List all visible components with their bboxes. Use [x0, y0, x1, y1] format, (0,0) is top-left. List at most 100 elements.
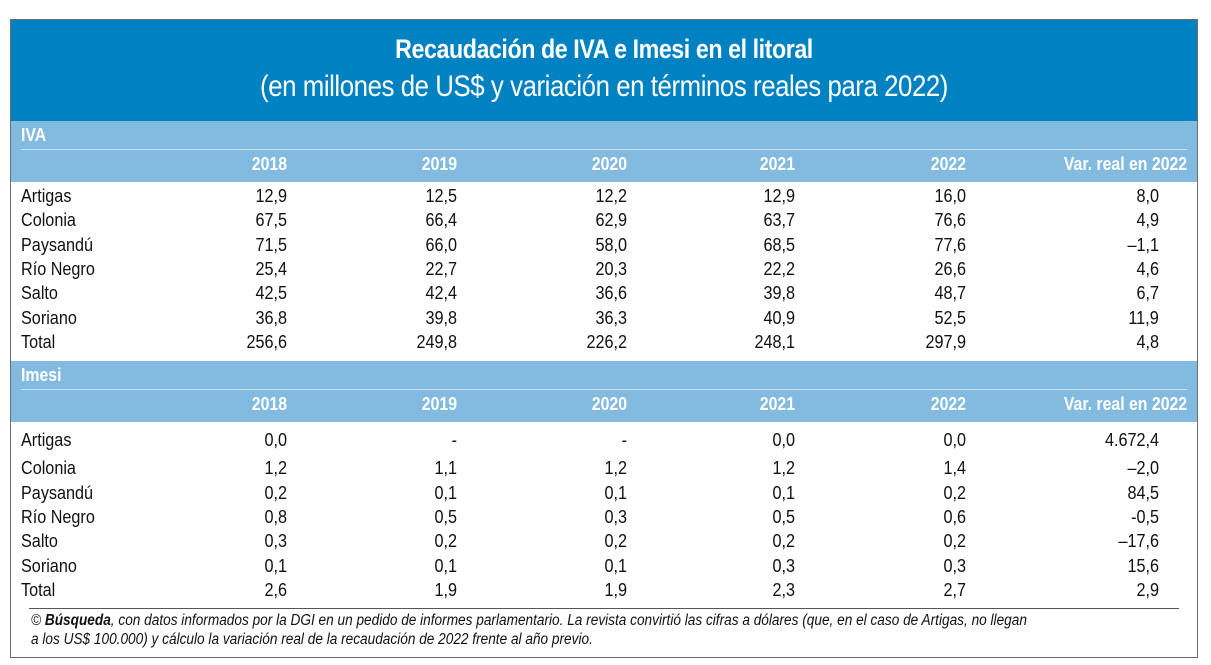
value-cell: 249,8 — [416, 331, 457, 352]
column-header: Var. real en 2022 — [1063, 394, 1187, 414]
value-cell: 39,8 — [425, 307, 457, 328]
section-header-iva: IVA 2018 2019 2020 2021 2022 Var. real en 2022 — [11, 121, 1197, 182]
copyright-symbol: © — [31, 612, 42, 629]
table-row: Artigas 12,9 12,5 12,2 12,9 16,0 8,0 — [11, 186, 1197, 210]
value-cell: 4,6 — [1136, 258, 1159, 279]
value-cell: 0,3 — [604, 506, 627, 527]
value-cell: 256,6 — [246, 331, 287, 352]
value-cell: 0,1 — [434, 482, 457, 503]
value-cell: 0,2 — [943, 482, 966, 503]
value-cell: 6,7 — [1136, 283, 1159, 304]
value-cell: 1,9 — [434, 579, 457, 600]
column-header: 2022 — [930, 394, 966, 414]
value-cell: 36,3 — [595, 307, 627, 328]
value-cell: 1,2 — [264, 458, 287, 479]
column-header: 2021 — [759, 394, 795, 414]
value-cell: 0,0 — [943, 430, 966, 450]
value-cell: 42,4 — [425, 283, 457, 304]
value-cell: 0,1 — [772, 482, 795, 503]
value-cell: 16,0 — [934, 186, 966, 206]
value-cell: –17,6 — [1118, 531, 1159, 552]
value-cell: 1,2 — [772, 458, 795, 479]
row-label: Total — [21, 579, 56, 600]
row-label: Paysandú — [21, 482, 94, 503]
value-cell: 4,8 — [1136, 331, 1159, 352]
value-cell: 0,3 — [943, 555, 966, 576]
value-cell: 0,2 — [772, 531, 795, 552]
value-cell: 52,5 — [934, 307, 966, 328]
value-cell: 48,7 — [934, 283, 966, 304]
row-label: Artigas — [21, 430, 72, 450]
value-cell: 297,9 — [925, 331, 966, 352]
value-cell: 1,2 — [604, 458, 627, 479]
value-cell: 248,1 — [754, 331, 795, 352]
value-cell: 58,0 — [595, 234, 627, 255]
bottom-rule — [29, 608, 1179, 609]
row-label: Paysandú — [21, 234, 94, 255]
column-header: 2018 — [251, 394, 287, 414]
value-cell: 66,4 — [425, 210, 457, 231]
value-cell: 2,7 — [943, 579, 966, 600]
section-header-imesi: Imesi 2018 2019 2020 2021 2022 Var. real en 20… — [11, 361, 1197, 422]
table-title: Recaudación de IVA e Imesi en el litoral — [395, 34, 813, 64]
source-name: Búsqueda — [44, 612, 111, 629]
row-label: Soriano — [21, 307, 77, 328]
value-cell: 4,9 — [1136, 210, 1159, 231]
table-frame: Recaudación de IVA e Imesi en el litoral… — [10, 19, 1198, 658]
section-rule — [21, 149, 1187, 150]
column-header: 2019 — [421, 394, 457, 414]
column-header: Var. real en 2022 — [1063, 154, 1187, 174]
value-cell: –2,0 — [1127, 458, 1159, 479]
value-cell: 2,3 — [772, 579, 795, 600]
value-cell: 1,9 — [604, 579, 627, 600]
row-label: Colonia — [21, 458, 76, 479]
value-cell: 76,6 — [934, 210, 966, 231]
value-cell: 12,5 — [425, 186, 457, 206]
value-cell: 0,6 — [943, 506, 966, 527]
value-cell: 12,2 — [595, 186, 627, 206]
table-row: Soriano 36,8 39,8 36,3 40,9 52,5 11,9 — [11, 308, 1197, 332]
value-cell: 1,4 — [943, 458, 966, 479]
value-cell: 0,2 — [943, 531, 966, 552]
row-label: Salto — [21, 531, 58, 552]
value-cell: 0,1 — [264, 555, 287, 576]
value-cell: 15,6 — [1127, 555, 1159, 576]
value-cell: –1,1 — [1127, 234, 1159, 255]
value-cell: 0,2 — [264, 482, 287, 503]
table-row: Artigas 0,0 - - 0,0 0,0 4.672,4 — [11, 430, 1197, 454]
table-row: Salto 0,3 0,2 0,2 0,2 0,2 –17,6 — [11, 531, 1197, 555]
row-label: Total — [21, 331, 56, 352]
table-row: Salto 42,5 42,4 36,6 39,8 48,7 6,7 — [11, 283, 1197, 307]
column-header: 2021 — [759, 154, 795, 174]
value-cell: -0,5 — [1131, 506, 1159, 527]
column-header: 2022 — [930, 154, 966, 174]
value-cell: 0,5 — [434, 506, 457, 527]
row-label: Salto — [21, 283, 58, 304]
note-line-2: a los US$ 100.000) y cálculo la variació… — [31, 631, 593, 648]
table-row: Río Negro 25,4 22,7 20,3 22,2 26,6 4,6 — [11, 259, 1197, 283]
value-cell: - — [451, 430, 457, 450]
table-row: Colonia 1,2 1,1 1,2 1,2 1,4 –2,0 — [11, 458, 1197, 482]
value-cell: 2,9 — [1136, 579, 1159, 600]
value-cell: 71,5 — [255, 234, 287, 255]
table-subtitle: (en millones de US$ y variación en térmi… — [260, 70, 948, 103]
value-cell: 0,2 — [604, 531, 627, 552]
column-header: 2020 — [591, 394, 627, 414]
value-cell: 36,8 — [255, 307, 287, 328]
value-cell: 1,1 — [434, 458, 457, 479]
value-cell: 62,9 — [595, 210, 627, 231]
value-cell: 0,1 — [604, 555, 627, 576]
row-label: Soriano — [21, 555, 77, 576]
value-cell: 42,5 — [255, 283, 287, 304]
value-cell: 36,6 — [595, 283, 627, 304]
section-rule — [21, 389, 1187, 390]
column-header: 2019 — [421, 154, 457, 174]
value-cell: 226,2 — [586, 331, 627, 352]
value-cell: 26,6 — [934, 258, 966, 279]
value-cell: 63,7 — [763, 210, 795, 231]
value-cell: 40,9 — [763, 307, 795, 328]
value-cell: 0,0 — [264, 430, 287, 450]
table-row: Río Negro 0,8 0,5 0,3 0,5 0,6 -0,5 — [11, 507, 1197, 531]
value-cell: 20,3 — [595, 258, 627, 279]
total-row: Total 2,6 1,9 1,9 2,3 2,7 2,9 — [11, 580, 1197, 604]
